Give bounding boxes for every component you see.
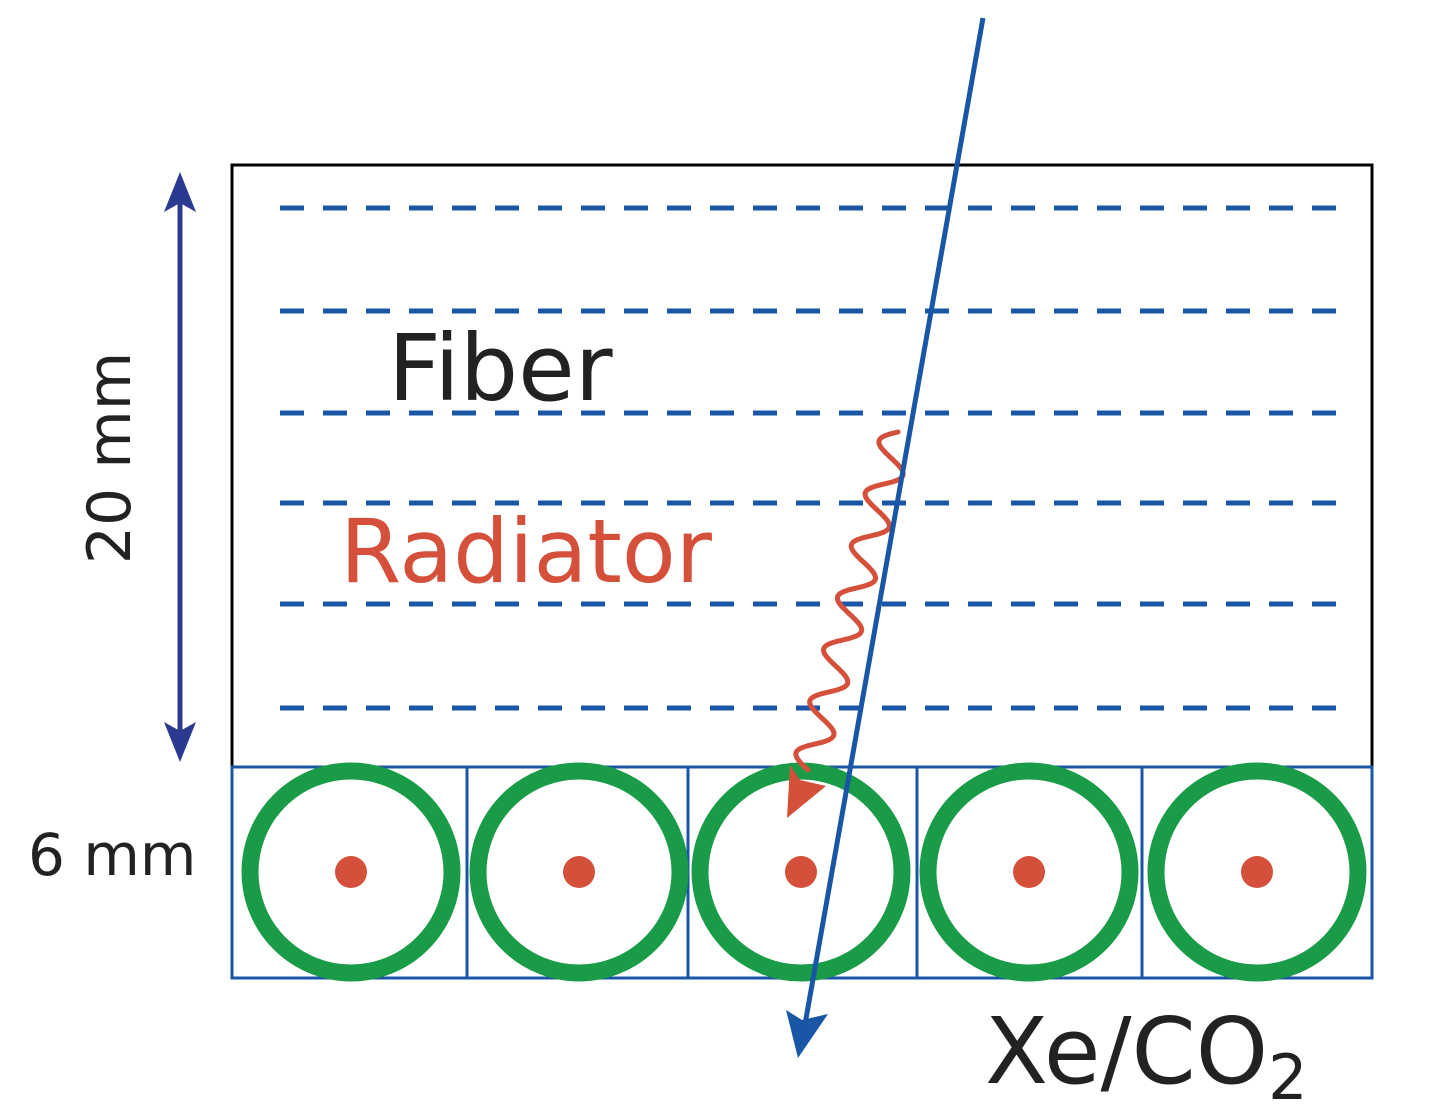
radiator-label: Radiator — [340, 500, 713, 603]
anode-wire — [563, 856, 595, 888]
arrow-up-icon — [164, 172, 196, 212]
straw-tubes — [241, 762, 1367, 982]
anode-wire — [335, 856, 367, 888]
track-arrow-icon — [786, 1010, 828, 1058]
dimension-arrow-20mm — [164, 172, 196, 762]
straw-tube — [691, 762, 911, 982]
height-tubes-label: 6 mm — [28, 821, 196, 889]
gas-label-subscript: 2 — [1268, 1041, 1307, 1112]
photon-track — [787, 429, 906, 818]
arrow-down-icon — [164, 722, 196, 762]
height-radiator-label: 20 mm — [75, 352, 145, 564]
gas-label: Xe/CO2 — [985, 998, 1308, 1112]
straw-tube — [469, 762, 689, 982]
anode-wire — [1241, 856, 1273, 888]
straw-tube — [241, 762, 461, 982]
straw-tube — [1147, 762, 1367, 982]
radiator-box — [230, 163, 1374, 769]
fiber-label: Fiber — [388, 315, 613, 422]
particle-track — [786, 17, 986, 1058]
gas-label-main: Xe/CO — [985, 998, 1268, 1105]
anode-wire — [785, 856, 817, 888]
anode-wire — [1013, 856, 1045, 888]
straw-tube — [919, 762, 1139, 982]
photon-arrow-icon — [787, 765, 826, 818]
fiber-layers — [280, 205, 1350, 711]
